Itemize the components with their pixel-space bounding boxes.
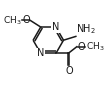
Text: O: O <box>65 66 73 76</box>
Text: CH$_3$: CH$_3$ <box>86 40 104 53</box>
Text: O: O <box>22 15 30 25</box>
Text: NH$_2$: NH$_2$ <box>76 22 96 36</box>
Text: N: N <box>37 48 44 58</box>
Text: O: O <box>77 42 85 51</box>
Text: N: N <box>52 22 60 32</box>
Text: CH$_3$: CH$_3$ <box>3 14 21 27</box>
